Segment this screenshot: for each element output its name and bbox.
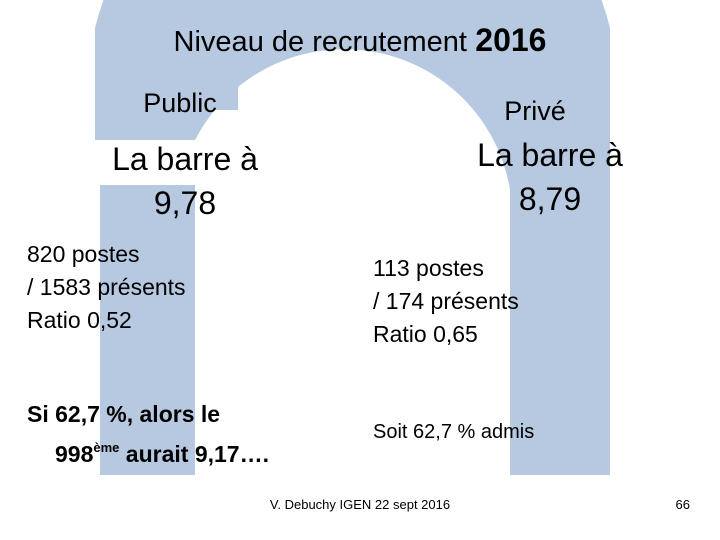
public-note-line1: Si 62,7 %, alors le — [27, 401, 221, 427]
prive-barre-line1: La barre à — [477, 137, 623, 173]
watermark-bar-right — [510, 185, 610, 475]
public-note-suffix: ème — [93, 440, 120, 455]
public-postes: 820 postes — [27, 241, 140, 267]
public-note: Si 62,7 %, alors le 998ème aurait 9,17…. — [27, 397, 347, 471]
public-note-line2: 998ème aurait 9,17…. — [27, 431, 347, 471]
prive-ratio: Ratio 0,65 — [373, 321, 478, 347]
prive-note: Soit 62,7 % admis — [373, 421, 535, 443]
public-note-rest: aurait 9,17…. — [119, 441, 269, 467]
public-heading: Public — [143, 88, 217, 118]
prive-barre-value: 8,79 — [518, 181, 582, 217]
prive-postes: 113 postes — [373, 255, 484, 281]
prive-heading: Privé — [504, 96, 566, 126]
prive-barre: La barre à 8,79 — [420, 133, 680, 221]
prive-stats: 113 postes / 174 présents Ratio 0,65 — [373, 252, 673, 351]
public-note-rank: 998 — [55, 441, 94, 467]
public-barre: La barre à 9,78 — [70, 137, 300, 225]
title-text: Niveau de recrutement — [173, 26, 467, 58]
public-presents: / 1583 présents — [27, 274, 186, 300]
watermark-bar-left — [100, 185, 195, 475]
slide-title: Niveau de recrutement 2016 — [0, 22, 720, 59]
title-year: 2016 — [475, 22, 547, 58]
footer-credit: V. Debuchy IGEN 22 sept 2016 — [269, 497, 451, 512]
public-ratio: Ratio 0,52 — [27, 307, 132, 333]
watermark-block-top — [168, 0, 238, 110]
public-barre-line1: La barre à — [112, 141, 258, 177]
page-number: 66 — [675, 497, 690, 512]
public-stats: 820 postes / 1583 présents Ratio 0,52 — [27, 238, 327, 337]
public-barre-value: 9,78 — [153, 185, 217, 221]
prive-presents: / 174 présents — [373, 288, 519, 314]
